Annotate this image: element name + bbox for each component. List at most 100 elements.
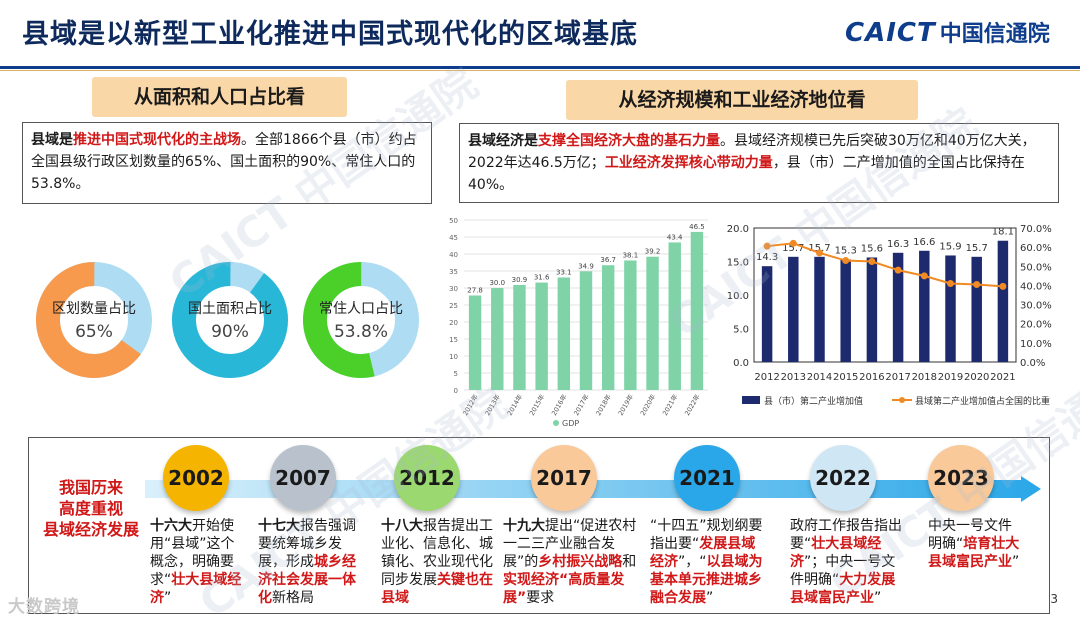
x-tick-label: 2021 [990,372,1015,383]
y-right-tick-label: 40.0% [1020,281,1052,292]
industry-value-label: 16.3 [887,239,909,250]
y-tick-label: 45 [449,234,458,242]
donut-label-text: 国土面积占比 [188,301,272,317]
timeline-desc-segment: ”；中央一号文件明确“ [790,554,896,588]
gdp-value-label: 27.8 [467,286,483,294]
timeline-heading-line: 高度重视 [58,499,123,518]
timeline-desc-segment: ” [874,590,882,606]
share-point [973,280,981,288]
timeline-desc-segment: 大力发展县域富民产业 [790,572,896,606]
y-tick-label: 5 [454,370,458,378]
gdp-value-label: 46.5 [689,223,705,231]
industry-value-label: 18.1 [992,227,1014,238]
timeline-year-2021: 2021 [674,445,740,511]
timeline-desc-segment: ”，“ [678,554,707,570]
gdp-bar [557,277,571,390]
timeline-desc-segment: 十七大 [258,518,300,534]
x-tick-label: 2019 [938,372,963,383]
timeline-desc-segment: 以县域为基本单元推进城乡融合发展 [650,554,763,606]
y-tick-label: 50 [449,217,458,225]
timeline-desc-segment: “十四五”规划纲要指出要“ [650,518,763,552]
gdp-bar [513,284,526,390]
caict-logo: CAICT 中国信通院 [845,16,1050,48]
timeline-heading-line: 县域经济发展 [42,520,139,539]
right-text-highlight-1: 支撑全国经济大盘的基石力量 [538,133,720,149]
industry-bar [945,255,956,362]
right-text-body-2: ，县（市）二产增加值的全国占比保持在40%。 [468,155,1025,193]
industry-bar [997,240,1009,362]
x-tick-label: 2017 [885,372,910,383]
x-tick-label: 2013年 [483,392,503,417]
timeline-year-2002: 2002 [163,445,229,511]
page-title: 县域是以新型工业化推进中国式现代化的区域基底 [22,19,638,50]
timeline-desc-segment: 壮大县域经济 [150,572,242,606]
gdp-bar [535,282,548,390]
donut-label-population: 常住人口占比 53.8% [286,298,436,342]
footer-watermark: 大数跨境 [8,597,80,617]
timeline-desc-segment: 城乡经济社会发展一体化 [258,554,356,606]
timeline-desc-2002: 十六大开始使用“县域”这个概念，明确要求“壮大县域经济” [150,517,244,607]
industry-bar [892,252,904,362]
timeline-desc-2023: 中央一号文件明确“培育壮大县域富民产业” [928,517,1020,571]
timeline-desc-2012: 十八大报告提出工业化、信息化、城镇化、农业现代化同步发展关键也在县域 [381,517,499,607]
industry-bar [866,257,878,362]
industry-value-label: 15.9 [939,241,961,252]
right-text-lead: 县域经济是 [468,133,538,149]
y-left-tick-label: 5.0 [733,325,749,336]
y-right-tick-label: 30.0% [1020,301,1052,312]
y-tick-label: 35 [449,268,458,276]
gdp-value-label: 30.9 [512,276,528,284]
y-right-tick-label: 20.0% [1020,320,1052,331]
gdp-bar [601,265,615,390]
x-tick-label: 2013 [781,372,806,383]
timeline-year-2022: 2022 [810,445,876,511]
right-text-box: 县域经济是支撑全国经济大盘的基石力量。县域经济规模已先后突破30万亿和40万亿大… [459,123,1059,203]
legend-line-dot [899,397,905,403]
timeline-desc-segment: ” [164,590,172,606]
y-tick-label: 15 [449,336,458,344]
right-text-body-1: 。县域经济规模已先后突破30万亿和40万亿大关，2022年达46.5万亿； [468,133,1036,171]
x-tick-label: 2014 [807,372,832,383]
gdp-bar [646,256,659,390]
timeline-desc-2007: 十七大报告强调要统筹城乡发展，形成城乡经济社会发展一体化新格局 [258,517,368,607]
y-tick-label: 40 [449,251,458,259]
x-tick-label: 2015 [833,372,858,383]
industry-combo-chart: 0.0 5.0 10.0 15.0 20.0 0.0% 10.0% 20.0% 30.0% 40.… [727,224,1052,407]
timeline-desc-segment: 发展县域经济 [650,536,756,570]
timeline-desc-segment: 开始使用“县域”这个概念，明确要求“ [150,518,235,588]
gdp-bar [468,295,482,390]
gdp-value-label: 43.4 [667,233,683,241]
industry-bar [919,250,930,362]
timeline-year-2017: 2017 [531,445,597,511]
share-point [868,258,876,265]
industry-bar [761,266,773,362]
timeline-desc-segment: 要求 [526,590,555,606]
industry-value-label: 15.3 [835,245,857,256]
x-tick-label: 2012年 [461,392,481,417]
timeline-desc-segment: 壮大县域经济 [790,536,882,570]
timeline-desc-segment: 十九大 [503,518,545,534]
timeline-desc-segment: 十六大 [150,518,192,534]
timeline-year-2012: 2012 [394,445,460,511]
y-tick-label: 20 [449,319,458,327]
timeline-desc-segment: 报告提出工业化、信息化、城镇化、农业现代化同步发展 [381,518,493,588]
timeline-desc-segment: 报告强调要统筹城乡发展，形成 [258,518,356,570]
left-text-lead: 县域是 [31,132,73,148]
y-right-tick-label: 10.0% [1020,339,1052,350]
x-tick-label: 2018 [912,372,937,383]
industry-value-label: 15.6 [861,243,883,254]
y-right-tick-label: 70.0% [1020,224,1052,235]
donut-value: 53.8% [333,322,388,342]
header-divider [0,66,1080,69]
gdp-bar [624,260,637,390]
timeline-desc-2017: 十九大提出“促进农村一二三产业融合发展”的乡村振兴战略和实现经济“高质量发展”要… [503,517,639,607]
left-text-body: 。全部1866个县（市）约占全国县级行政区划数量的65%、国土面积的90%、常住… [31,132,417,192]
share-point [999,282,1007,290]
y-tick-label: 25 [449,302,458,310]
x-tick-label: 2019年 [616,392,636,417]
x-tick-label: 2012 [754,372,779,383]
gdp-bar [491,288,504,390]
share-point [842,257,850,265]
donut-label-land-area: 国土面积占比 90% [155,298,305,342]
timeline-year-2007: 2007 [270,445,336,511]
